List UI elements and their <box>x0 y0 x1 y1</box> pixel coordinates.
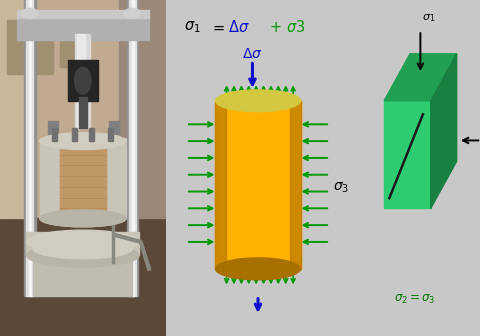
Bar <box>48 121 58 134</box>
Bar <box>24 0 36 296</box>
Text: $+\ \sigma3$: $+\ \sigma3$ <box>269 19 305 35</box>
Bar <box>0 0 25 218</box>
Bar <box>129 0 136 296</box>
Text: $\sigma_1$: $\sigma_1$ <box>421 12 435 24</box>
Ellipse shape <box>216 90 300 112</box>
Bar <box>108 128 113 141</box>
Ellipse shape <box>124 8 141 18</box>
Bar <box>127 0 138 296</box>
Bar <box>68 60 98 101</box>
Ellipse shape <box>216 258 300 280</box>
Bar <box>109 121 119 134</box>
Text: $\Delta\sigma$: $\Delta\sigma$ <box>242 47 263 61</box>
Ellipse shape <box>22 8 38 18</box>
Bar <box>132 0 134 296</box>
Bar <box>0 218 166 336</box>
Bar <box>89 128 94 141</box>
Text: $\sigma_2=\sigma_3$: $\sigma_2=\sigma_3$ <box>395 293 436 305</box>
Bar <box>16 10 149 18</box>
Bar <box>29 0 32 296</box>
Bar <box>60 144 106 215</box>
Ellipse shape <box>40 133 126 150</box>
Bar <box>60 144 106 215</box>
Polygon shape <box>384 101 431 208</box>
Polygon shape <box>431 54 456 208</box>
Text: $\Delta\sigma$: $\Delta\sigma$ <box>228 19 250 35</box>
Bar <box>16 15 149 40</box>
Bar <box>119 0 166 218</box>
Bar <box>290 101 300 269</box>
Bar <box>0 0 166 218</box>
Text: $=$: $=$ <box>210 19 226 34</box>
Bar <box>40 138 126 218</box>
Ellipse shape <box>33 239 132 259</box>
Bar <box>72 128 77 141</box>
Polygon shape <box>384 54 456 101</box>
Bar <box>216 101 300 269</box>
Bar <box>75 34 90 128</box>
Ellipse shape <box>40 210 126 227</box>
Bar <box>79 97 87 128</box>
Text: $\sigma_3$: $\sigma_3$ <box>333 181 349 195</box>
Ellipse shape <box>26 230 139 254</box>
Ellipse shape <box>26 244 139 267</box>
Bar <box>216 101 226 269</box>
Text: $\sigma_1$: $\sigma_1$ <box>184 19 201 35</box>
Bar <box>52 128 57 141</box>
Bar <box>60 27 89 67</box>
Bar <box>26 232 139 255</box>
Ellipse shape <box>40 210 126 227</box>
Bar <box>26 0 33 296</box>
Bar <box>77 34 85 128</box>
Bar <box>33 249 132 296</box>
Ellipse shape <box>74 67 91 94</box>
Bar <box>7 20 53 74</box>
